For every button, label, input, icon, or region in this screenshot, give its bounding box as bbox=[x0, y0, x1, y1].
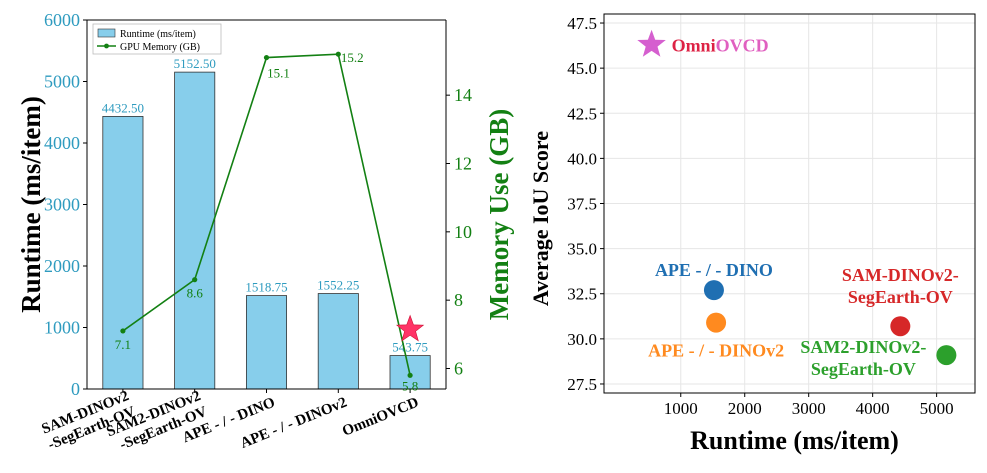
left-ytick-label-3: 3000 bbox=[44, 195, 80, 215]
left-ytick-label-4: 4000 bbox=[44, 133, 80, 153]
point-label-2: APE - / - DINOv2 bbox=[648, 341, 784, 361]
right-ytick-label-2: 10 bbox=[454, 222, 472, 242]
right-ytick-label-4: 14 bbox=[454, 85, 472, 105]
memory-point-1 bbox=[192, 277, 198, 283]
legend-bar-swatch bbox=[97, 28, 116, 38]
right-ytick-label-1: 8 bbox=[454, 290, 463, 310]
point-label-line-4-1: SegEarth-OV bbox=[811, 359, 916, 379]
ytick-label-3: 35.0 bbox=[567, 240, 597, 259]
iou-runtime-scatter: 1000 2000 3000 4000 5000 27.5 30.0 32.5 35.0 37.5… bbox=[528, 13, 976, 455]
left-y-axis-title: Runtime (ms/item) bbox=[16, 96, 46, 313]
ytick-label-0: 27.5 bbox=[567, 375, 597, 394]
memory-point-0 bbox=[120, 328, 126, 334]
ytick-label-5: 40.0 bbox=[567, 149, 597, 168]
bar-value-label-2: 1518.75 bbox=[245, 280, 287, 295]
right-ytick-label-3: 12 bbox=[454, 154, 472, 174]
highlight-star-icon bbox=[395, 314, 425, 342]
point-label-line-3-0: SAM-DINOv2- bbox=[842, 265, 959, 285]
point-label-1: APE - / - DINO bbox=[655, 260, 773, 280]
xtick-label-4: 5000 bbox=[920, 399, 954, 418]
point-label-line-3-1: SegEarth-OV bbox=[848, 287, 953, 307]
xtick-label-0: 1000 bbox=[664, 399, 698, 418]
bar-0 bbox=[102, 116, 144, 390]
left-ytick-label-0: 0 bbox=[71, 379, 80, 399]
left-ytick-label-2: 2000 bbox=[44, 256, 80, 276]
right-y-axis-title: Memory Use (GB) bbox=[484, 109, 514, 320]
point-label-4: SAM2-DINOv2-SegEarth-OV bbox=[800, 337, 926, 379]
runtime-memory-chart: 4432.50 5152.50 1518.75 1552.25 543.75 0 1000 2… bbox=[16, 10, 514, 453]
left-ytick-label-6: 6000 bbox=[44, 10, 80, 30]
point-label-0: OmniOVCD bbox=[672, 36, 769, 56]
point-label-line-1-0: APE - / - DINO bbox=[655, 260, 773, 280]
memory-value-label-4: 5.8 bbox=[402, 378, 418, 393]
bar-1 bbox=[174, 71, 216, 390]
ytick-label-2: 32.5 bbox=[567, 285, 597, 304]
point-label-line-2-0: APE - / - DINOv2 bbox=[648, 341, 784, 361]
memory-value-label-2: 15.1 bbox=[267, 66, 290, 81]
left-ytick-label-5: 5000 bbox=[44, 72, 80, 92]
point-label-part-0-0: Omni bbox=[672, 36, 716, 56]
xtick-label-2: 3000 bbox=[792, 399, 826, 418]
ytick-label-8: 47.5 bbox=[567, 14, 597, 33]
bar-3 bbox=[317, 293, 359, 390]
ytick-label-4: 37.5 bbox=[567, 195, 597, 214]
memory-point-3 bbox=[335, 51, 341, 57]
ytick-label-1: 30.0 bbox=[567, 330, 597, 349]
x-axis-title: Runtime (ms/item) bbox=[690, 426, 899, 455]
legend-label-memory: GPU Memory (GB) bbox=[120, 42, 200, 53]
memory-point-4 bbox=[407, 372, 413, 378]
point-1 bbox=[703, 280, 724, 301]
memory-value-label-3: 15.2 bbox=[341, 50, 364, 65]
ytick-label-7: 45.0 bbox=[567, 59, 597, 78]
memory-point-2 bbox=[263, 54, 270, 61]
right-ytick-label-0: 6 bbox=[454, 359, 463, 379]
xtick-label-4: OmniOVCD bbox=[340, 395, 421, 440]
legend-line-marker bbox=[104, 43, 109, 49]
xtick-label-1: 2000 bbox=[728, 399, 762, 418]
point-3 bbox=[890, 316, 911, 337]
point-2 bbox=[706, 312, 727, 333]
point-label-part-0-1: OVCD bbox=[716, 36, 769, 56]
bar-value-label-4: 543.75 bbox=[392, 340, 428, 355]
bar-2 bbox=[245, 295, 288, 390]
point-star-icon-0 bbox=[637, 29, 666, 57]
legend: Runtime (ms/item) GPU Memory (GB) bbox=[92, 23, 222, 55]
y-axis-title: Average IoU Score bbox=[528, 131, 553, 306]
ytick-label-6: 42.5 bbox=[567, 104, 597, 123]
left-ytick-label-1: 1000 bbox=[44, 318, 80, 338]
xtick-label-3: 4000 bbox=[856, 399, 890, 418]
memory-value-label-0: 7.1 bbox=[115, 337, 131, 352]
memory-value-label-1: 8.6 bbox=[187, 286, 204, 301]
bar-value-label-0: 4432.50 bbox=[102, 100, 144, 115]
bar-value-label-1: 5152.50 bbox=[174, 56, 216, 71]
bar-value-label-3: 1552.25 bbox=[317, 278, 359, 293]
xtick-label-line-4-0: OmniOVCD bbox=[340, 395, 421, 440]
legend-label-runtime: Runtime (ms/item) bbox=[120, 29, 196, 40]
point-4 bbox=[936, 345, 957, 366]
point-label-3: SAM-DINOv2-SegEarth-OV bbox=[842, 265, 959, 307]
point-label-line-4-0: SAM2-DINOv2- bbox=[800, 337, 926, 357]
